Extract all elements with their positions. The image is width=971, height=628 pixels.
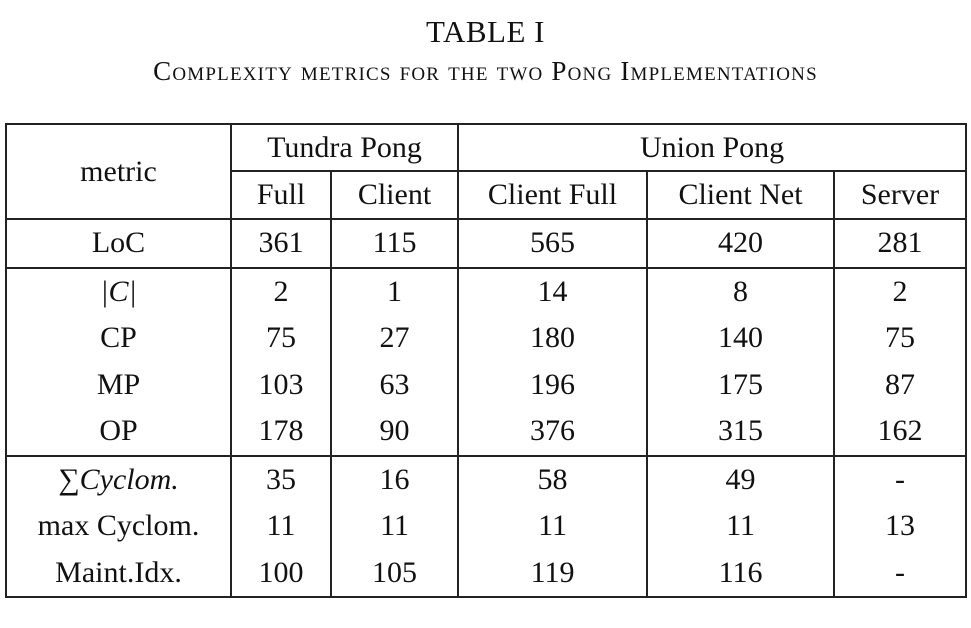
table-row: CP 75 27 180 140 75 xyxy=(6,315,967,362)
table-label: TABLE I xyxy=(426,14,545,49)
row-name-maintainability-index: Maint.Idx. xyxy=(6,549,232,597)
cell: 140 xyxy=(646,315,835,362)
table-caption: Complexity metrics for the two Pong Impl… xyxy=(153,56,818,86)
table-row: max Cyclom. 11 11 11 11 13 xyxy=(6,503,967,550)
row-name-sum-cyclomatic: ∑Cyclom. xyxy=(6,454,232,503)
row-name-cp: CP xyxy=(6,315,232,362)
subheader-client-net: Client Net xyxy=(646,170,835,219)
cell: 1 xyxy=(329,266,459,315)
cell: 75 xyxy=(833,315,967,362)
table-row: OP 178 90 376 315 162 xyxy=(6,408,967,456)
cell: 196 xyxy=(457,361,648,408)
cell: 35 xyxy=(231,454,331,503)
row-name-loc: LoC xyxy=(6,218,232,268)
subheader-full: Full xyxy=(231,170,331,219)
cell: 315 xyxy=(646,408,835,456)
cell: 100 xyxy=(258,555,304,589)
cell: 2 xyxy=(231,266,331,315)
table-row: Maint.Idx. 100 105 119 116 - xyxy=(6,549,967,597)
metric-column-header: metric xyxy=(6,124,232,219)
subheader-server: Server xyxy=(833,170,967,219)
cell: 14 xyxy=(457,266,648,315)
cell: 119 xyxy=(457,549,648,597)
row-name-class-count: |C| xyxy=(6,266,232,315)
cell: 361 xyxy=(231,218,331,268)
cell: - xyxy=(833,549,967,597)
table-row: |C| 2 1 14 8 2 xyxy=(6,266,967,315)
cell: 11 xyxy=(457,503,648,550)
cell: 175 xyxy=(646,361,835,408)
cell: 87 xyxy=(833,361,967,408)
row-name-op: OP xyxy=(6,408,232,456)
cell: 49 xyxy=(646,454,835,503)
cell: 63 xyxy=(329,361,459,408)
cell: 11 xyxy=(266,509,296,543)
cell: 103 xyxy=(258,367,304,401)
cell: 178 xyxy=(258,414,304,448)
subheader-client: Client xyxy=(329,170,459,219)
cell: 376 xyxy=(457,408,648,456)
cell: 162 xyxy=(833,408,967,456)
table-row: ∑Cyclom. 35 16 58 49 - xyxy=(6,454,967,503)
cell: 13 xyxy=(833,503,967,550)
cell: 8 xyxy=(646,266,835,315)
cell: 27 xyxy=(329,315,459,362)
cell: 565 xyxy=(457,218,648,268)
cell: 16 xyxy=(329,454,459,503)
cell: 2 xyxy=(833,266,967,315)
cell: 116 xyxy=(646,549,835,597)
cell: 281 xyxy=(833,218,967,268)
subheader-client-full: Client Full xyxy=(457,170,648,219)
row-name-mp: MP xyxy=(6,361,232,408)
cell: 420 xyxy=(646,218,835,268)
group-header-tundra-pong: Tundra Pong xyxy=(267,130,422,164)
cell: 180 xyxy=(457,315,648,362)
cell: 115 xyxy=(329,218,459,268)
cell: 75 xyxy=(266,321,296,355)
complexity-metrics-table: metric Tundra Pong Union Pong Full Clien… xyxy=(5,123,968,598)
cell: 11 xyxy=(646,503,835,550)
group-header-union-pong: Union Pong xyxy=(457,124,967,171)
cell: 90 xyxy=(329,408,459,456)
cell: 58 xyxy=(457,454,648,503)
cell: - xyxy=(833,454,967,503)
table-row: LoC 361 115 565 420 281 xyxy=(6,218,967,268)
row-name-max-cyclomatic: max Cyclom. xyxy=(6,503,232,550)
table-row: MP 103 63 196 175 87 xyxy=(6,361,967,408)
cell: 11 xyxy=(329,503,459,550)
cell: 105 xyxy=(329,549,459,597)
